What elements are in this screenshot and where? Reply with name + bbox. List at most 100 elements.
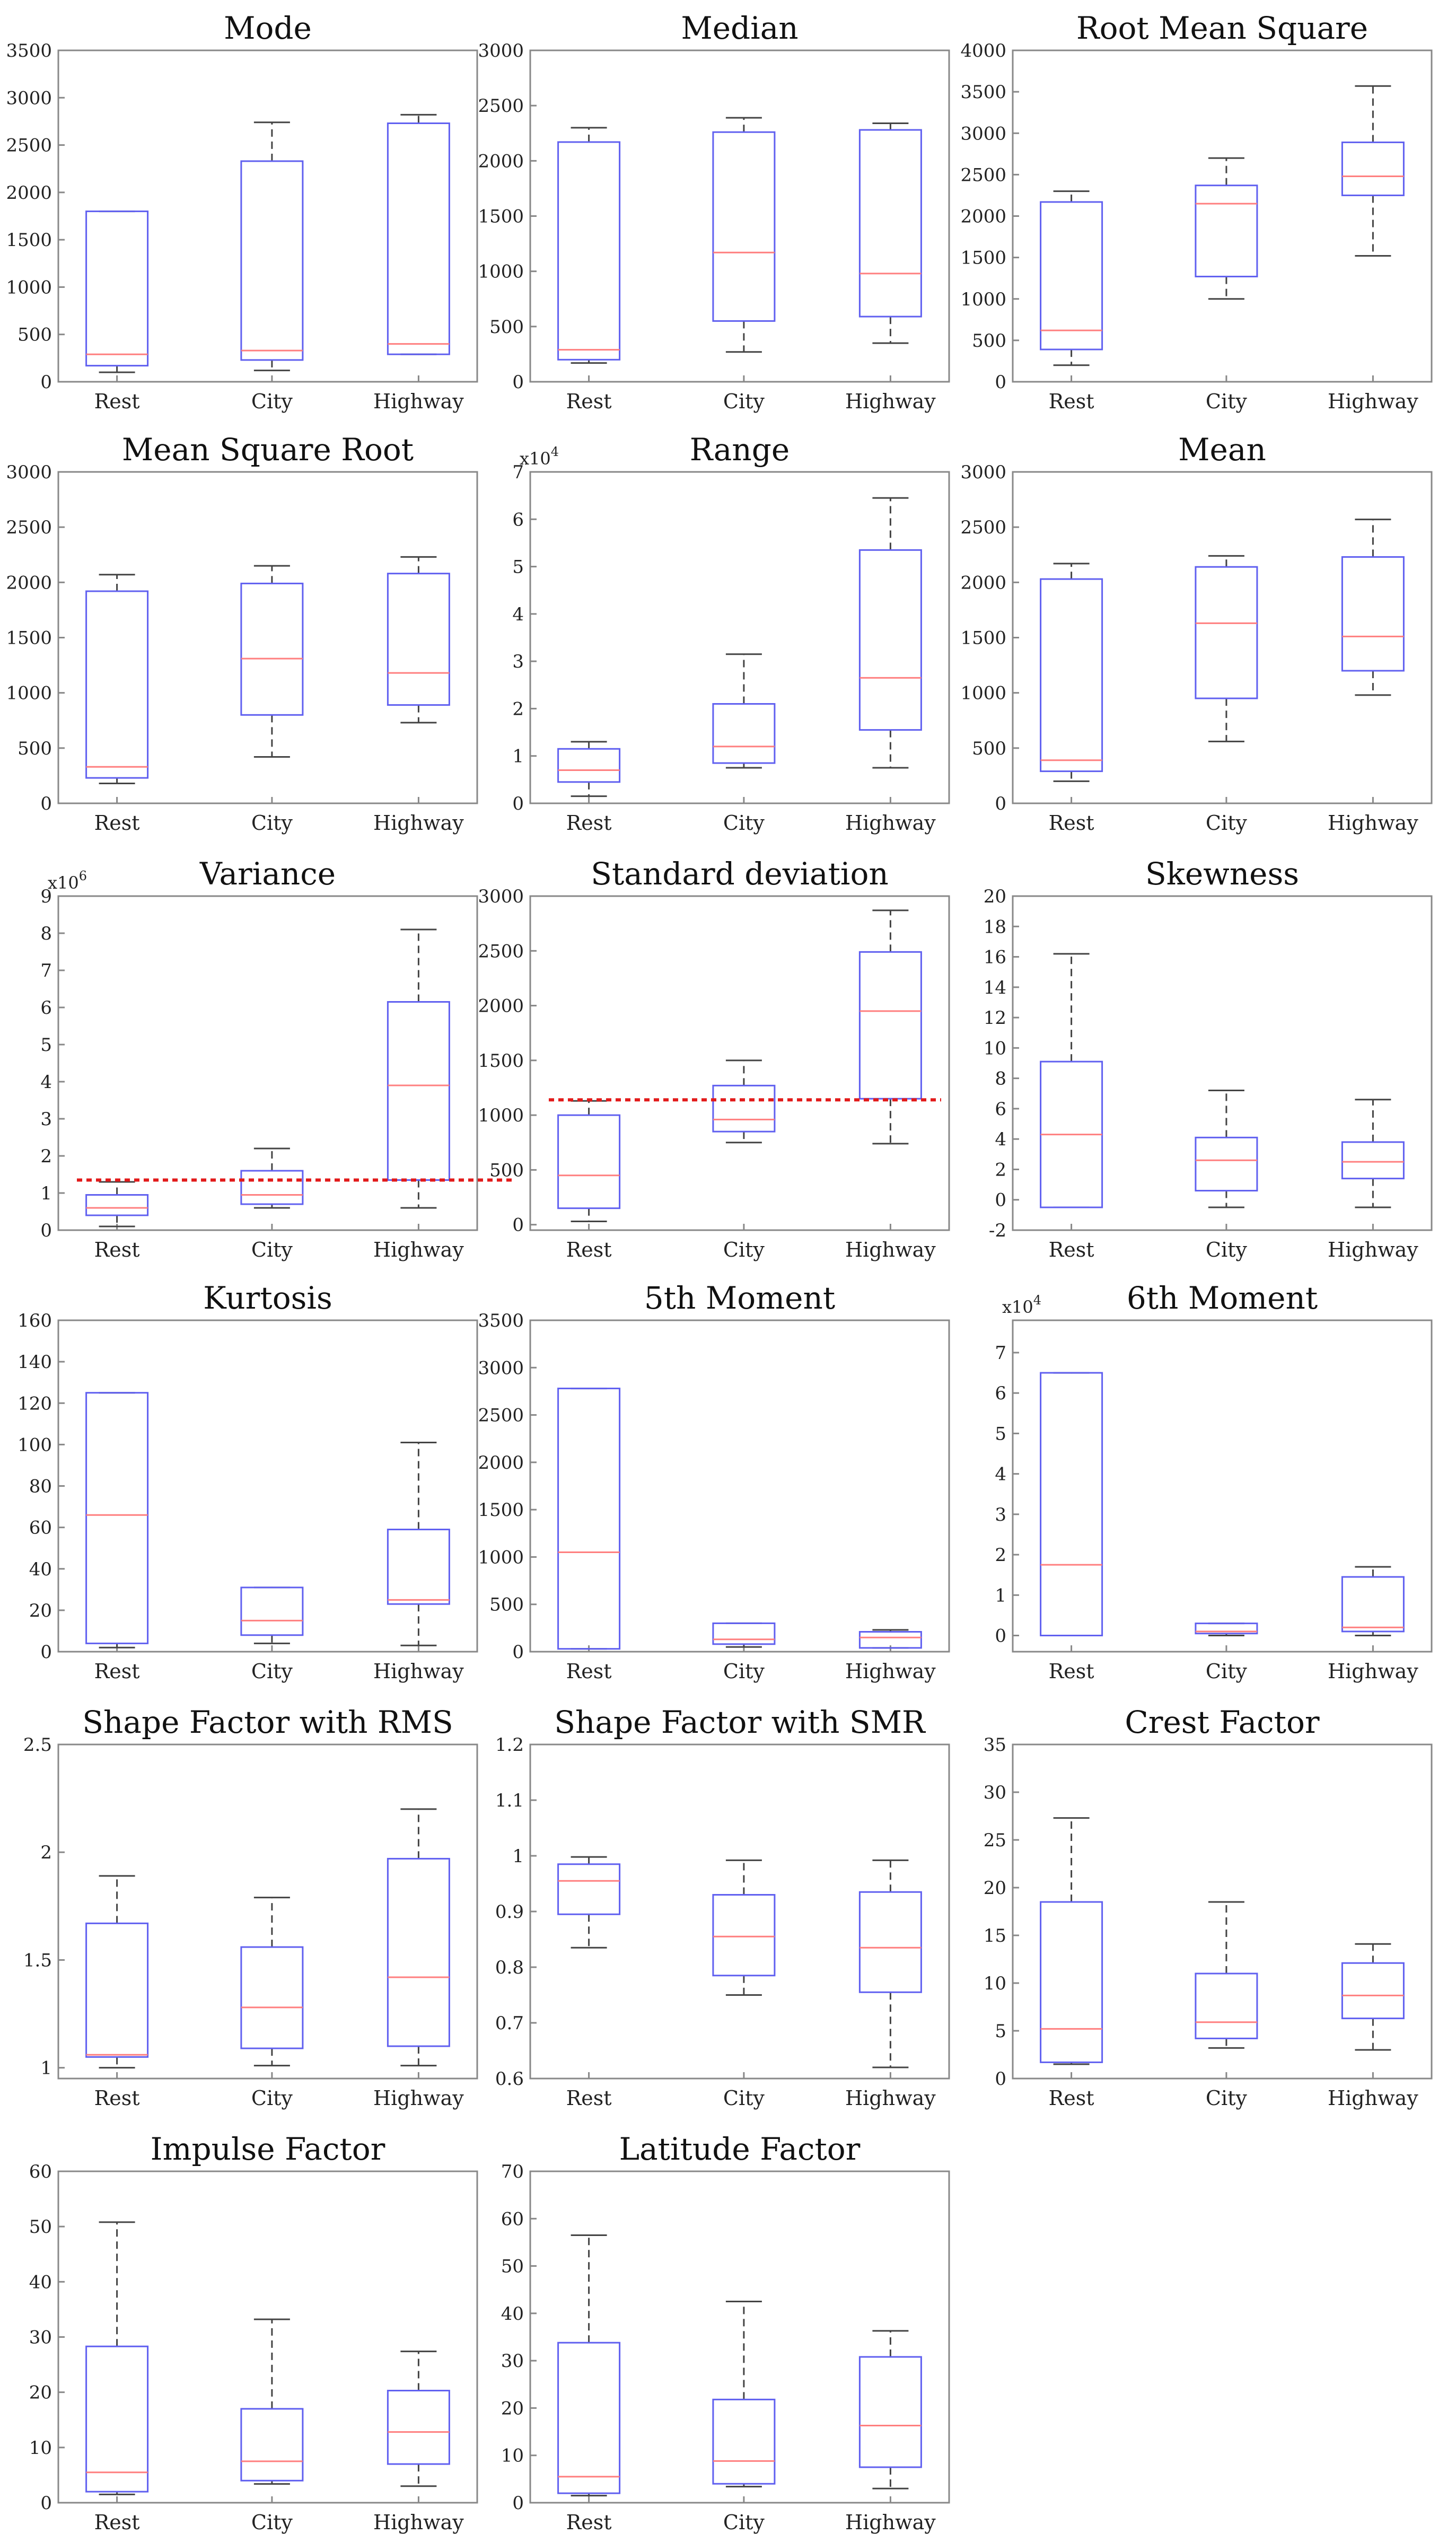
plot-title: Standard deviation	[591, 856, 888, 892]
box-city	[1195, 555, 1258, 742]
x-category-label: Highway	[845, 811, 936, 835]
box-rest	[85, 1875, 149, 2069]
box-highway	[1341, 1943, 1405, 2051]
iqr-box	[1195, 1623, 1258, 1635]
iqr-box	[240, 1946, 304, 2049]
y-tick-label: 0	[995, 793, 1006, 814]
y-tick-label: 3000	[478, 40, 524, 62]
y-tick-label: -2	[989, 1220, 1006, 1241]
box-city	[240, 1586, 304, 1644]
plot-frame	[1012, 49, 1433, 383]
y-tick-label: 2	[995, 1545, 1006, 1566]
y-tick-label: 30	[501, 2351, 524, 2372]
iqr-box	[1341, 1576, 1405, 1633]
iqr-box	[712, 1084, 776, 1133]
y-tick-label: 4	[512, 604, 524, 625]
plot-title: Range	[690, 432, 790, 468]
y-tick-label: 7	[40, 960, 52, 981]
box-rest	[1040, 1372, 1103, 1637]
y-tick-label: 100	[17, 1434, 52, 1455]
y-tick-label: 2.5	[23, 1734, 52, 1756]
y-tick-label: 2000	[960, 572, 1006, 593]
iqr-box	[712, 703, 776, 764]
iqr-box	[1195, 185, 1258, 278]
plot-frame	[57, 1319, 478, 1653]
y-tick-label: 20	[501, 2398, 524, 2419]
y-tick-label: 0	[512, 372, 524, 393]
box-highway	[1341, 519, 1405, 696]
y-tick-label: 5	[995, 2021, 1006, 2042]
iqr-box	[240, 582, 304, 716]
y-tick-label: 1500	[960, 248, 1006, 269]
y-tick-label: 1000	[6, 683, 52, 704]
y-tick-label: 0.6	[495, 2068, 524, 2090]
box-rest	[85, 574, 149, 784]
y-tick-label: 1500	[6, 230, 52, 251]
y-tick-label: 3	[512, 651, 524, 672]
axis-exponent: x106	[48, 869, 87, 893]
subplot-9: Skewness -2 0 2 4 6 8 10 12 14 16 18 20 Rest City Highw…	[984, 856, 1433, 1261]
y-tick-label: 60	[29, 2161, 52, 2182]
y-tick-label: 160	[17, 1310, 52, 1331]
y-tick-label: 1000	[6, 277, 52, 298]
x-category-label: City	[251, 2086, 293, 2110]
iqr-box	[557, 1114, 621, 1209]
plot-frame	[529, 1319, 950, 1653]
y-tick-label: 16	[984, 947, 1006, 968]
y-tick-label: 35	[984, 1734, 1006, 1756]
box-highway	[387, 928, 450, 1209]
plot-frame	[529, 1743, 950, 2080]
y-tick-label: 2000	[478, 151, 524, 172]
box-highway	[387, 1441, 450, 1646]
x-category-label: Highway	[373, 2086, 464, 2110]
axis-exponent-power: 4	[551, 444, 559, 459]
y-tick-label: 0	[512, 793, 524, 814]
y-tick-label: 2500	[478, 941, 524, 962]
y-tick-label: 10	[984, 1973, 1006, 1994]
box-highway	[387, 2351, 450, 2487]
iqr-box	[557, 1863, 621, 1915]
x-category-label: Highway	[845, 2086, 936, 2110]
x-category-label: Highway	[1328, 1660, 1418, 1683]
axis-exponent-base: x10	[520, 449, 551, 469]
y-tick-label: 4	[995, 1129, 1006, 1150]
box-rest	[1040, 563, 1103, 782]
y-tick-label: 4000	[960, 40, 1006, 62]
box-highway	[387, 1808, 450, 2067]
y-tick-label: 1	[995, 1585, 1006, 1606]
y-tick-label: 3000	[960, 123, 1006, 144]
y-tick-label: 2500	[960, 164, 1006, 186]
y-tick-label: 3000	[6, 462, 52, 483]
x-category-label: Highway	[1328, 811, 1418, 835]
y-tick-label: 0	[995, 372, 1006, 393]
y-tick-label: 0	[40, 1220, 52, 1241]
y-tick-label: 2	[995, 1159, 1006, 1180]
x-category-label: City	[723, 2511, 765, 2534]
y-tick-label: 1.2	[495, 1734, 524, 1756]
y-tick-label: 0	[512, 1642, 524, 1663]
x-category-label: Rest	[94, 2511, 140, 2534]
y-tick-label: 3000	[478, 1357, 524, 1379]
iqr-box	[1341, 556, 1405, 672]
iqr-box	[1341, 1962, 1405, 2020]
iqr-box	[712, 1894, 776, 1977]
y-tick-label: 25	[984, 1830, 1006, 1851]
y-tick-label: 2500	[478, 1405, 524, 1426]
x-category-label: Highway	[845, 1660, 936, 1683]
box-highway	[858, 497, 922, 769]
box-rest	[557, 1100, 621, 1222]
box-rest	[1040, 953, 1103, 1208]
y-tick-label: 30	[984, 1782, 1006, 1803]
x-category-label: Highway	[1328, 1238, 1418, 1261]
y-tick-label: 30	[29, 2327, 52, 2348]
y-tick-label: 2	[512, 698, 524, 720]
box-highway	[858, 122, 922, 344]
y-tick-label: 40	[29, 1559, 52, 1580]
plot-frame	[1012, 1743, 1433, 2080]
box-rest	[557, 1856, 621, 1949]
axis-exponent-power: 6	[79, 869, 87, 883]
plot-frame	[1012, 1319, 1433, 1653]
y-tick-label: 10	[29, 2437, 52, 2459]
